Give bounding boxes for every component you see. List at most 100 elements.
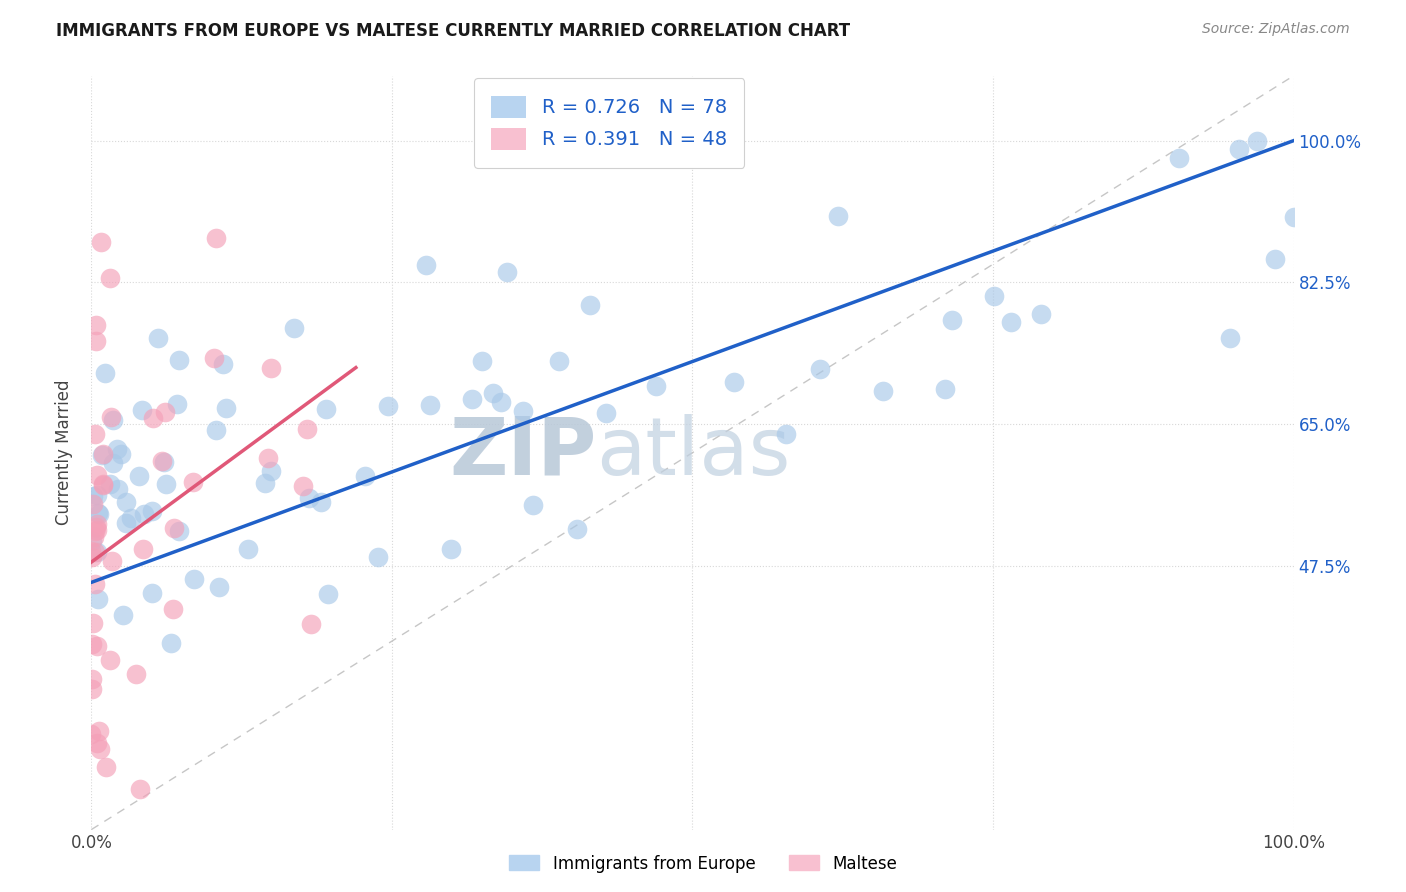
Point [1000, 315, 1022, 329]
Point [83, 530, 105, 544]
Point [148, 331, 170, 345]
Point [86, 639, 108, 653]
Point [644, 378, 666, 392]
Point [91, 448, 114, 462]
Text: ZIP: ZIP [449, 414, 596, 491]
Point [1029, 307, 1052, 321]
Point [80, 727, 103, 741]
Text: Source: ZipAtlas.com: Source: ZipAtlas.com [1202, 22, 1350, 37]
Legend: Immigrants from Europe, Maltese: Immigrants from Europe, Maltese [502, 848, 904, 880]
Point [89, 742, 111, 756]
Point [98, 271, 121, 285]
Point [159, 636, 181, 650]
Point [495, 265, 517, 279]
Point [83, 524, 105, 538]
Point [155, 477, 177, 491]
Point [208, 580, 231, 594]
Point [110, 447, 132, 461]
Point [983, 289, 1005, 303]
Point [128, 468, 150, 483]
Point [114, 516, 136, 530]
Point [131, 402, 153, 417]
Point [91, 447, 114, 461]
Point [723, 375, 745, 389]
Point [86, 545, 108, 559]
Point [141, 586, 163, 600]
Point [82, 682, 104, 697]
Point [153, 405, 176, 419]
Point [84, 544, 107, 558]
Point [167, 353, 190, 368]
Point [1167, 151, 1189, 165]
Point [80, 550, 103, 565]
Point [166, 396, 188, 410]
Point [84, 334, 107, 348]
Point [120, 511, 142, 525]
Point [111, 608, 134, 623]
Point [107, 482, 129, 496]
Point [482, 386, 505, 401]
Point [134, 508, 156, 522]
Point [83, 577, 105, 591]
Point [82, 497, 104, 511]
Point [298, 491, 321, 505]
Point [292, 479, 315, 493]
Point [1246, 134, 1268, 148]
Point [354, 468, 377, 483]
Point [567, 522, 589, 536]
Point [141, 504, 163, 518]
Point [808, 361, 831, 376]
Point [204, 423, 226, 437]
Point [86, 736, 108, 750]
Point [367, 550, 389, 565]
Point [595, 406, 617, 420]
Point [238, 542, 260, 557]
Point [460, 392, 482, 406]
Point [315, 401, 337, 416]
Point [167, 524, 190, 539]
Point [872, 384, 894, 399]
Point [299, 617, 322, 632]
Legend: R = 0.726   N = 78, R = 0.391   N = 48: R = 0.726 N = 78, R = 0.391 N = 48 [474, 78, 744, 168]
Point [934, 383, 956, 397]
Point [94, 367, 117, 381]
Point [131, 541, 153, 556]
Point [82, 490, 104, 504]
Point [419, 398, 441, 412]
Point [128, 782, 150, 797]
Point [105, 442, 128, 456]
Point [86, 467, 108, 482]
Point [87, 592, 110, 607]
Point [100, 409, 122, 424]
Point [84, 318, 107, 332]
Point [153, 455, 176, 469]
Point [83, 426, 105, 441]
Point [82, 637, 104, 651]
Point [101, 412, 124, 426]
Point [86, 488, 108, 502]
Point [87, 507, 110, 521]
Point [415, 258, 437, 272]
Point [82, 616, 104, 631]
Point [89, 723, 111, 738]
Point [283, 320, 305, 334]
Point [91, 477, 114, 491]
Point [548, 354, 571, 368]
Point [1229, 142, 1251, 156]
Point [91, 478, 114, 492]
Point [440, 541, 463, 556]
Point [257, 451, 280, 466]
Point [941, 313, 963, 327]
Text: IMMIGRANTS FROM EUROPE VS MALTESE CURRENTLY MARRIED CORRELATION CHART: IMMIGRANTS FROM EUROPE VS MALTESE CURREN… [56, 22, 851, 40]
Point [297, 421, 319, 435]
Point [80, 673, 103, 687]
Point [522, 498, 544, 512]
Point [260, 464, 283, 478]
Point [163, 521, 186, 535]
Point [253, 476, 276, 491]
Point [98, 477, 121, 491]
Point [86, 523, 108, 537]
Point [101, 553, 124, 567]
Point [181, 475, 204, 489]
Point [124, 667, 146, 681]
